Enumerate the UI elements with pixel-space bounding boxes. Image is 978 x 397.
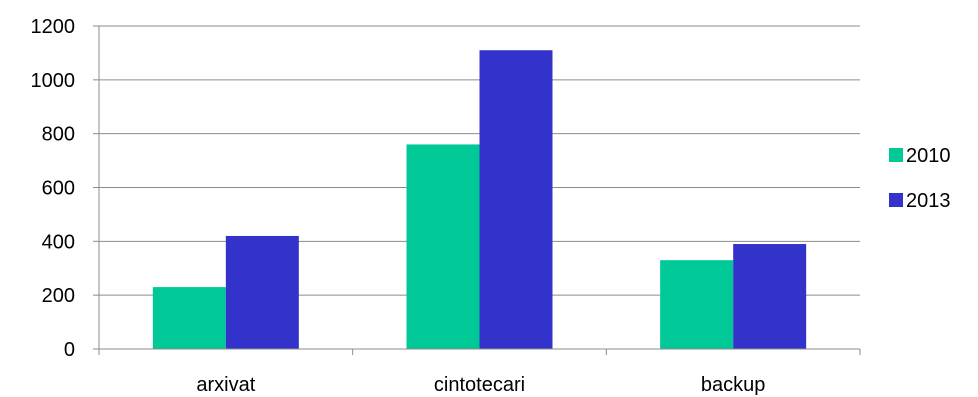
legend-label: 2010 bbox=[906, 145, 951, 167]
y-tick-label: 1000 bbox=[31, 70, 76, 92]
x-tick-label: cintotecari bbox=[434, 374, 525, 396]
x-tick-label: backup bbox=[701, 374, 766, 396]
y-tick-label: 400 bbox=[42, 231, 75, 253]
bar-2013-cintotecari bbox=[479, 50, 553, 349]
bar-2010-cintotecari bbox=[406, 144, 480, 349]
legend-swatch-2013 bbox=[889, 193, 903, 207]
y-axis-ticks: 0 200 400 600 800 1000 1200 bbox=[31, 16, 99, 361]
legend-swatch-2010 bbox=[889, 148, 903, 162]
y-tick-label: 600 bbox=[42, 178, 75, 200]
y-tick-label: 0 bbox=[64, 339, 75, 361]
bar-2010-backup bbox=[660, 260, 734, 349]
bar-2013-arxivat bbox=[225, 235, 299, 349]
legend-label: 2013 bbox=[906, 190, 951, 212]
x-axis-ticks: arxivat cintotecari backup bbox=[98, 349, 861, 396]
x-tick-label: arxivat bbox=[196, 374, 255, 396]
y-tick-label: 800 bbox=[42, 124, 75, 146]
y-tick-label: 200 bbox=[42, 285, 75, 307]
bar-2013-backup bbox=[733, 244, 807, 349]
y-tick-label: 1200 bbox=[31, 16, 76, 38]
bars bbox=[152, 50, 807, 349]
legend: 2010 2013 bbox=[889, 145, 951, 212]
bar-2010-arxivat bbox=[152, 287, 226, 349]
axes bbox=[98, 26, 860, 350]
